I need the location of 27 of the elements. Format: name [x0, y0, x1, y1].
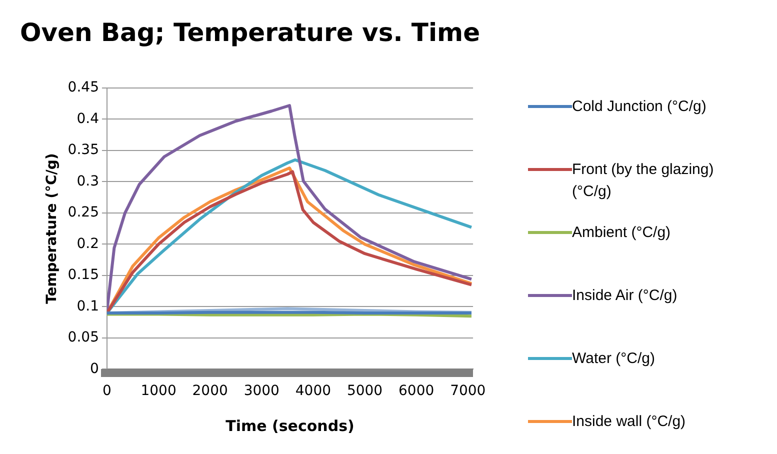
legend-label: Inside wall (°C/g)	[572, 412, 686, 432]
legend-label: Water (°C/g)	[572, 349, 655, 369]
y-axis-title: Temperature (°C/g)	[44, 153, 60, 304]
x-tick-label: 6000	[398, 383, 434, 400]
legend-label: Inside Air (°C/g)	[572, 286, 678, 306]
x-tick-label: 5000	[346, 383, 383, 400]
legend-label: Ambient (°C/g)	[572, 223, 671, 243]
x-tick-label: 7000	[450, 383, 486, 400]
y-tick-label: 0.2	[76, 236, 99, 252]
y-tick-label: 0	[90, 360, 99, 377]
y-tick-label: 0.15	[68, 267, 99, 284]
x-tick-label: 0	[102, 383, 112, 400]
y-tick-label: 0.1	[76, 298, 99, 314]
x-tick-label: 1000	[140, 383, 176, 400]
legend-label: Front (by the glazing) (°C/g)	[572, 160, 715, 202]
y-tick-label: 0.25	[68, 204, 99, 221]
y-tick-label: 0.35	[68, 142, 99, 158]
chart-title: Oven Bag; Temperature vs. Time	[18, 18, 482, 47]
y-tick-label: 0.45	[68, 80, 99, 96]
x-axis-title: Time (seconds)	[226, 416, 354, 435]
x-tick-label: 4000	[295, 383, 332, 400]
x-tick-label: 3000	[244, 383, 280, 400]
legend-label: Cold Junction (°C/g)	[572, 97, 706, 117]
x-tick-label: 2000	[192, 383, 228, 400]
y-tick-label: 0.4	[76, 110, 100, 127]
y-tick-label: 0.3	[76, 173, 99, 190]
y-tick-label: 0.05	[68, 330, 99, 346]
